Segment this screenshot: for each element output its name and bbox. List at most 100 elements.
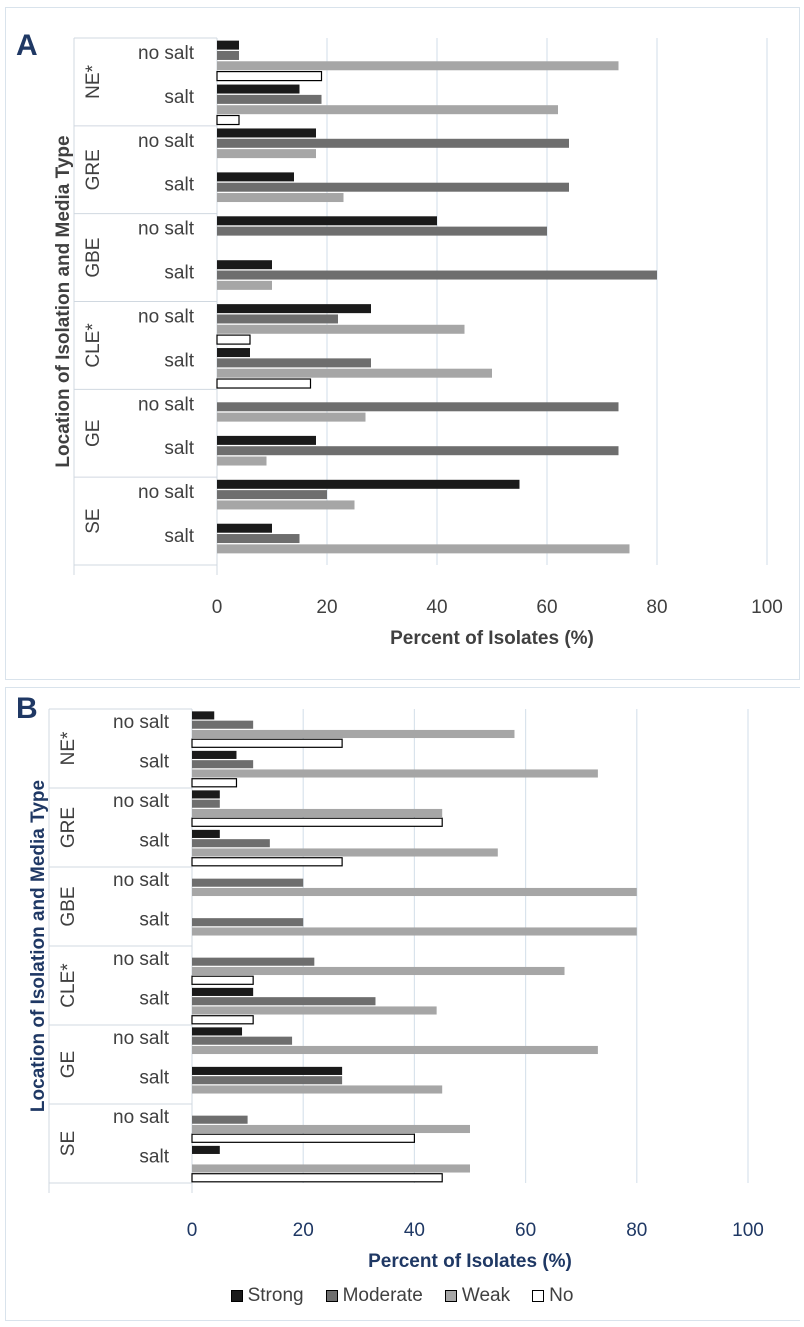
bar-strong-cle-salt (192, 987, 254, 996)
x-tick-label: 80 (626, 1220, 647, 1241)
x-tick-label: 80 (646, 597, 667, 618)
category-label: no salt (113, 1028, 170, 1049)
bar-moderate-cle-salt (217, 358, 371, 368)
group-label-se: SE (83, 508, 104, 533)
bar-weak-ge-salt (217, 456, 267, 466)
bar-moderate-gre-salt (192, 839, 270, 848)
bar-moderate-gbe-salt (217, 270, 657, 280)
bar-moderate-se-salt (217, 534, 300, 544)
bar-weak-ne-salt (217, 105, 558, 115)
group-label-cle: CLE* (58, 963, 79, 1008)
group-label-ne: NE* (58, 731, 79, 765)
chart-a-svg: A 0 20 40 60 80 100 NE* no salt salt GRE no salt sal… (16, 29, 783, 649)
group-label-gre: GRE (83, 149, 104, 190)
category-label: salt (139, 1146, 169, 1167)
bar-moderate-gre-no-salt (217, 138, 569, 148)
bar-moderate-cle-no-salt (192, 957, 315, 966)
bar-moderate-cle-salt (192, 997, 376, 1006)
bar-weak-cle-salt (192, 1006, 437, 1015)
bar-weak-se-no-salt (217, 500, 355, 510)
category-label: salt (164, 87, 194, 108)
group-label-ne: NE* (83, 64, 104, 98)
bar-no-se-salt (191, 1173, 443, 1183)
legend-item-strong: Strong (230, 1285, 304, 1307)
bar-strong-se-salt (217, 523, 272, 533)
category-label: no salt (138, 131, 195, 152)
bar-weak-ne-no-salt (192, 729, 515, 739)
legend-label-strong: Strong (247, 1285, 304, 1306)
bar-moderate-ne-no-salt (217, 50, 239, 60)
category-label: no salt (113, 791, 170, 812)
bar-moderate-ge-no-salt (217, 402, 619, 412)
x-tick-label: 40 (404, 1220, 425, 1241)
bar-no-ne-no-salt (216, 70, 323, 82)
category-label: no salt (113, 712, 170, 733)
bar-weak-ge-salt (192, 1085, 443, 1094)
x-tick-label: 0 (212, 597, 223, 618)
group-label-gbe: GBE (83, 238, 104, 278)
y-axis-title: Location of Isolation and Media Type (28, 780, 49, 1112)
bar-no-cle-no-salt (216, 334, 251, 345)
bar-weak-se-salt (217, 544, 630, 554)
bar-strong-cle-salt (217, 348, 250, 358)
bar-strong-ne-salt (217, 84, 300, 94)
bar-strong-se-no-salt (217, 479, 520, 489)
bar-moderate-ge-salt (217, 446, 619, 456)
legend-swatch-moderate (325, 1290, 338, 1302)
bar-no-ne-salt (191, 778, 238, 788)
bar-strong-gre-salt (217, 172, 294, 182)
legend-swatch-strong (230, 1290, 243, 1302)
x-tick-label: 100 (751, 597, 783, 618)
category-label: salt (164, 526, 194, 547)
chart-panel-a: A 0 20 40 60 80 100 NE* no salt salt GRE no salt sal… (5, 7, 800, 680)
x-tick-label: 100 (732, 1220, 764, 1241)
category-label: no salt (138, 482, 195, 503)
y-axis-title: Location of Isolation and Media Type (53, 135, 74, 467)
x-tick-label: 60 (536, 597, 557, 618)
bar-weak-gre-no-salt (217, 149, 316, 159)
x-tick-label: 20 (316, 597, 337, 618)
category-label: salt (139, 988, 169, 1009)
bar-strong-gre-no-salt (192, 790, 220, 799)
legend-label-weak: Weak (461, 1285, 511, 1306)
group-label-se: SE (58, 1131, 79, 1156)
panel-label: B (16, 692, 38, 725)
bar-no-gre-salt (191, 857, 343, 867)
bar-strong-ge-no-salt (192, 1027, 243, 1036)
bar-weak-ge-no-salt (217, 412, 366, 422)
category-label: no salt (113, 1107, 170, 1128)
bar-strong-ge-salt (217, 435, 316, 445)
bar-weak-se-no-salt (192, 1124, 470, 1134)
legend-label-moderate: Moderate (342, 1285, 423, 1306)
bar-no-gre-no-salt (191, 817, 443, 827)
bar-weak-gbe-salt (192, 927, 637, 936)
category-label: no salt (138, 394, 195, 415)
bar-weak-gbe-no-salt (192, 887, 637, 897)
bar-weak-gre-no-salt (192, 808, 443, 818)
bar-strong-gre-no-salt (217, 128, 316, 138)
bar-no-ne-no-salt (191, 738, 343, 748)
bar-strong-ne-no-salt (192, 711, 215, 720)
legend-item-no: No (532, 1285, 573, 1307)
bar-weak-cle-salt (217, 368, 492, 378)
bar-moderate-cle-no-salt (217, 314, 338, 324)
bar-strong-ne-no-salt (217, 40, 239, 50)
bar-weak-se-salt (192, 1164, 470, 1173)
bar-weak-ne-no-salt (217, 61, 619, 71)
bar-moderate-gbe-salt (192, 918, 304, 927)
bar-strong-gbe-salt (217, 260, 272, 270)
chart-panel-b: B 0 20 40 60 80 100 NE* no salt salt GRE no salt sal… (5, 687, 800, 1321)
group-label-cle: CLE* (83, 323, 104, 368)
category-label: salt (164, 350, 194, 371)
bar-weak-gre-salt (192, 848, 498, 857)
bar-no-se-no-salt (191, 1133, 415, 1143)
panel-label: A (16, 29, 38, 62)
bar-no-cle-salt (191, 1015, 254, 1025)
x-tick-label: 40 (426, 597, 447, 618)
bar-strong-cle-no-salt (217, 304, 371, 314)
category-label: salt (139, 830, 169, 851)
legend-swatch-no (532, 1290, 545, 1302)
bar-moderate-ne-salt (192, 760, 254, 769)
legend-swatch-weak (444, 1290, 457, 1302)
category-label: no salt (113, 949, 170, 970)
